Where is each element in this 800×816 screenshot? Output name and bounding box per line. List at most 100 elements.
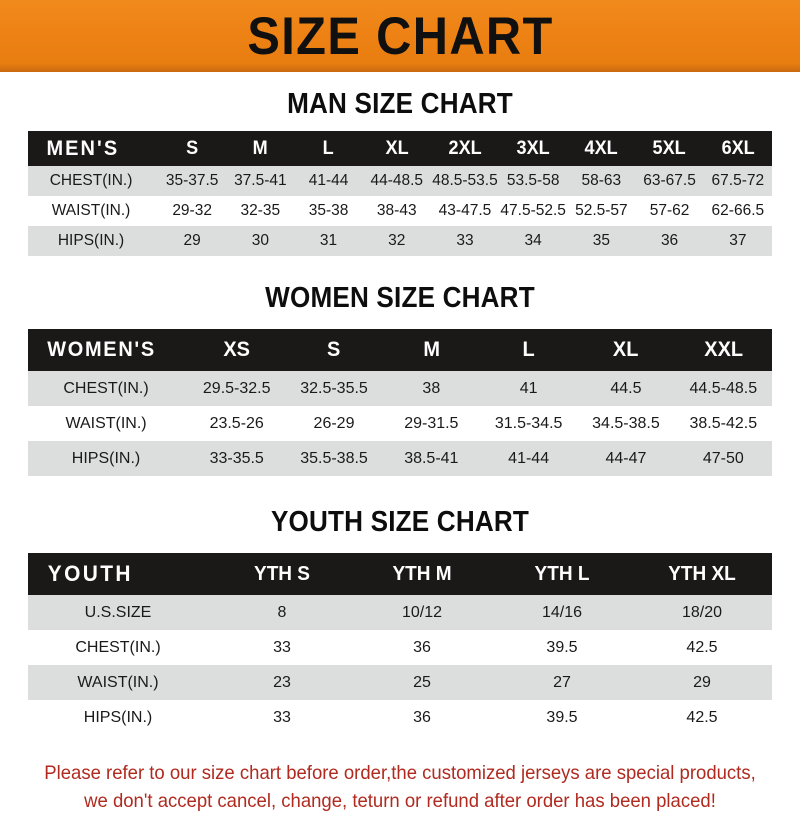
man-column-header: 5XL	[653, 137, 687, 159]
table-cell: 41	[519, 379, 538, 397]
table-cell: 41-44	[508, 449, 550, 467]
table-cell: 18/20	[681, 603, 723, 621]
order-policy-disclaimer: Please refer to our size chart before or…	[20, 759, 780, 816]
women-column-header: XL	[613, 338, 639, 361]
table-cell: 30	[251, 232, 269, 249]
spacer	[0, 121, 800, 131]
table-row: HIPS(IN.) 33-35.5 35.5-38.5 38.5-41 41-44 44-…	[28, 441, 772, 476]
table-cell: 35-38	[308, 202, 349, 219]
man-column-header: 4XL	[584, 137, 618, 159]
table-cell: 63-67.5	[643, 172, 696, 189]
man-column-header: S	[186, 137, 199, 159]
table-cell: 52.5-57	[575, 202, 628, 219]
table-cell: 38	[422, 379, 441, 397]
spacer	[0, 315, 800, 329]
women-column-header: XS	[223, 338, 251, 361]
table-row: HIPS(IN.) 29 30 31 32 33 34 35 36 37	[28, 226, 772, 256]
table-cell: 10/12	[401, 603, 443, 621]
table-cell: 37	[729, 232, 747, 249]
table-cell: 41-44	[308, 172, 349, 189]
table-cell: 38.5-42.5	[689, 414, 758, 432]
table-cell: 26-29	[313, 414, 355, 432]
table-cell: 23.5-26	[209, 414, 264, 432]
table-cell: 37.5-41	[234, 172, 287, 189]
spacer	[0, 256, 800, 282]
table-cell: 53.5-58	[506, 172, 560, 189]
youth-size-table: YOUTH YTH S YTH M YTH L YTH XL U.S.SIZE 8 10/12…	[28, 553, 772, 735]
table-row: WAIST(IN.) 23 25 27 29	[28, 665, 772, 700]
women-section-title: WOMEN SIZE CHART	[265, 282, 535, 314]
youth-column-header: YTH S	[254, 562, 310, 585]
table-cell: 29-32	[172, 202, 212, 219]
spacer	[0, 539, 800, 553]
table-cell: 36	[413, 708, 431, 726]
youth-header-row: YOUTH YTH S YTH M YTH L YTH XL	[28, 553, 772, 595]
table-cell: 29	[183, 232, 201, 249]
table-cell: 67.5-72	[711, 172, 765, 189]
table-cell: 29.5-32.5	[202, 379, 271, 397]
man-table-body: MEN'S S M L XL 2XL 3XL 4XL 5XL 6XL CHEST(IN.) 35-37…	[28, 131, 772, 256]
table-row: CHEST(IN.) 33 36 39.5 42.5	[28, 630, 772, 665]
youth-table-body: YOUTH YTH S YTH M YTH L YTH XL U.S.SIZE 8 10/12…	[28, 553, 772, 735]
disclaimer-line-1: Please refer to our size chart before or…	[44, 762, 756, 784]
table-cell: 33	[456, 232, 474, 249]
table-row: CHEST(IN.) 35-37.5 37.5-41 41-44 44-48.5 48.5…	[28, 166, 772, 196]
size-chart-banner: SIZE CHART	[0, 0, 800, 72]
youth-column-header: YTH M	[392, 562, 452, 585]
table-cell: 47-50	[702, 449, 744, 467]
table-row: CHEST(IN.) 29.5-32.5 32.5-35.5 38 41 44.5 44.5…	[28, 371, 772, 406]
table-row: U.S.SIZE 8 10/12 14/16 18/20	[28, 595, 772, 630]
table-cell: 44.5-48.5	[689, 379, 758, 397]
youth-row-label: U.S.SIZE	[84, 603, 152, 621]
table-cell: 38.5-41	[404, 449, 459, 467]
women-column-header: S	[327, 338, 341, 361]
man-column-header: 2XL	[448, 137, 482, 159]
women-row-label: WAIST(IN.)	[65, 414, 147, 432]
man-size-section: MAN SIZE CHART MEN'S S M L XL 2XL 3XL 4XL 5XL 6XL…	[0, 88, 800, 256]
table-cell: 44.5	[610, 379, 642, 397]
table-cell: 14/16	[541, 603, 583, 621]
youth-row-label: WAIST(IN.)	[77, 673, 159, 691]
man-column-header: XL	[385, 137, 409, 159]
man-column-header: 6XL	[721, 137, 755, 159]
youth-column-header: YTH L	[534, 562, 590, 585]
women-size-section: WOMEN SIZE CHART WOMEN'S XS S M L XL XXL CHEST(…	[0, 282, 800, 476]
table-cell: 43-47.5	[438, 202, 492, 219]
table-cell: 23	[273, 673, 291, 691]
table-cell: 27	[553, 673, 571, 691]
youth-size-section: YOUTH SIZE CHART YOUTH YTH S YTH M YTH L YTH…	[0, 506, 800, 735]
table-cell: 58-63	[581, 172, 622, 189]
table-cell: 35.5-38.5	[300, 449, 368, 467]
table-cell: 48.5-53.5	[432, 172, 498, 189]
table-cell: 25	[413, 673, 431, 691]
man-row-label: WAIST(IN.)	[51, 202, 131, 219]
youth-column-header: YTH XL	[668, 562, 736, 585]
table-row: HIPS(IN.) 33 36 39.5 42.5	[28, 700, 772, 735]
page-title: SIZE CHART	[246, 6, 554, 66]
table-row: WAIST(IN.) 23.5-26 26-29 29-31.5 31.5-34.5 34…	[28, 406, 772, 441]
disclaimer-line-2: we don't accept cancel, change, teturn o…	[84, 790, 716, 813]
table-cell: 44-48.5	[370, 172, 424, 189]
man-header-row: MEN'S S M L XL 2XL 3XL 4XL 5XL 6XL	[28, 131, 772, 166]
youth-row-label: HIPS(IN.)	[83, 708, 153, 726]
women-table-body: WOMEN'S XS S M L XL XXL CHEST(IN.) 29.5-32.5 32.5…	[28, 329, 772, 476]
spacer	[0, 735, 800, 759]
man-row-label: CHEST(IN.)	[49, 172, 133, 189]
man-corner-label: MEN'S	[46, 136, 120, 160]
table-cell: 47.5-52.5	[500, 202, 566, 219]
table-cell: 31.5-34.5	[494, 414, 563, 432]
women-size-table: WOMEN'S XS S M L XL XXL CHEST(IN.) 29.5-32.5 32.5…	[28, 329, 772, 476]
table-cell: 44-47	[605, 449, 647, 467]
youth-row-label: CHEST(IN.)	[75, 638, 161, 656]
table-cell: 33	[273, 638, 291, 656]
spacer	[0, 72, 800, 88]
table-cell: 8	[277, 603, 287, 621]
women-row-label: CHEST(IN.)	[63, 379, 149, 397]
table-cell: 33	[273, 708, 291, 726]
women-header-row: WOMEN'S XS S M L XL XXL	[28, 329, 772, 371]
table-cell: 62-66.5	[711, 202, 765, 219]
man-size-table: MEN'S S M L XL 2XL 3XL 4XL 5XL 6XL CHEST(IN.) 35-37…	[28, 131, 772, 256]
table-cell: 36	[660, 232, 679, 249]
table-cell: 35	[592, 232, 610, 249]
table-cell: 31	[319, 232, 338, 249]
